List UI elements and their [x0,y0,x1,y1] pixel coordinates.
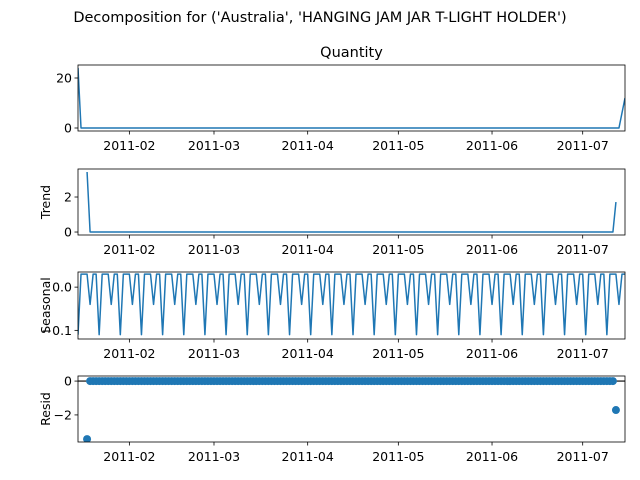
y-tick-label: 0 [64,121,72,136]
y-axis-label: Seasonal [38,277,53,334]
observed-frame [77,64,626,132]
y-tick-label: 0.0 [52,280,72,295]
x-tick-label: 2011-04 [282,138,334,153]
x-tick-label: 2011-07 [557,242,609,257]
y-tick-label: 2 [64,190,72,205]
observed-line [78,67,625,129]
y-tick-label: 0 [64,374,72,389]
x-tick-label: 2011-05 [372,346,424,361]
panel-observed: 2011-02 2011-03 2011-04 2011-05 2011-06 2011-… [56,45,626,153]
x-tick-label: 2011-07 [557,346,609,361]
y-tick-label: −2 [54,407,72,422]
x-tick-label: 2011-03 [188,449,240,464]
x-tick-label: 2011-07 [557,138,609,153]
panel-trend: 2011-02 2011-03 2011-04 2011-05 2011-06 2011-… [38,168,626,257]
x-tick-label: 2011-02 [103,242,155,257]
y-tick-label: 20 [56,71,72,86]
x-tick-label: 2011-02 [103,346,155,361]
x-tick-label: 2011-06 [466,138,518,153]
y-tick-label: 0 [64,225,72,240]
x-tick-label: 2011-02 [103,138,155,153]
x-tick-label: 2011-05 [372,242,424,257]
trend-frame [77,168,626,236]
x-tick-label: 2011-07 [557,449,609,464]
trend-data [86,171,617,233]
x-tick-label: 2011-04 [282,242,334,257]
panel-seasonal: 2011-02 2011-03 2011-04 2011-05 2011-06 2011-… [38,271,626,361]
x-tick-label: 2011-02 [103,449,155,464]
observed-data [78,67,625,129]
x-tick-label: 2011-03 [188,138,240,153]
x-tick-label: 2011-03 [188,346,240,361]
panel-resid: 2011-02 2011-03 2011-04 2011-05 2011-06 2011-… [38,374,626,464]
seasonal-line [78,273,625,336]
resid-frame [77,375,626,443]
trend-line [86,171,617,233]
x-tick-label: 2011-03 [188,242,240,257]
x-tick-label: 2011-05 [372,138,424,153]
panel-title: Quantity [320,45,383,61]
y-axis-label: Resid [38,392,53,426]
resid-point [611,406,620,415]
x-tick-label: 2011-04 [282,346,334,361]
y-axis-label: Trend [38,185,53,220]
x-tick-label: 2011-06 [466,449,518,464]
resid-point [83,435,92,442]
seasonal-frame [77,271,626,340]
seasonal-data [78,273,625,336]
resid-point [608,377,617,386]
x-tick-label: 2011-06 [466,346,518,361]
x-tick-label: 2011-05 [372,449,424,464]
x-tick-label: 2011-06 [466,242,518,257]
y-tick-label: −0.1 [42,323,72,338]
resid-data [78,377,625,442]
figure-title: Decomposition for ('Australia', 'HANGING… [73,10,566,26]
x-tick-label: 2011-04 [282,449,334,464]
